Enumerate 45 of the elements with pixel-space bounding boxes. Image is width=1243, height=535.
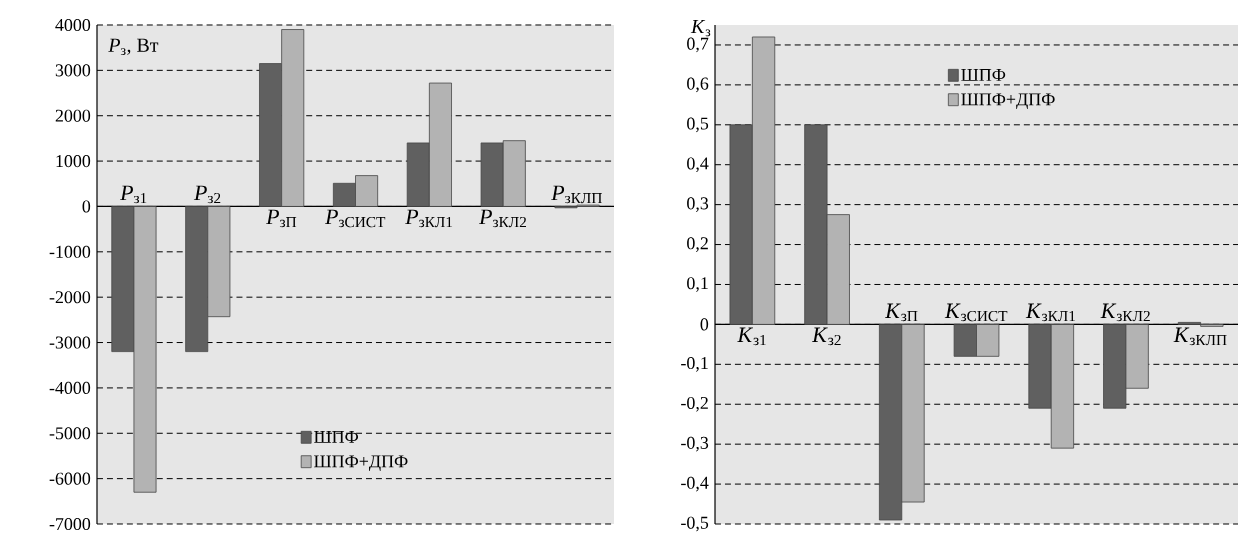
y-tick-label: 1000 xyxy=(56,155,91,168)
x-tick-label: P$_{з1}$ xyxy=(119,185,147,204)
x-tick-label: P$_{зКЛ1}$ xyxy=(405,209,453,228)
x-tick-label: K$_{зП}$ xyxy=(884,303,918,322)
x-tick-label: P$_{зКЛ2}$ xyxy=(478,209,526,228)
y-tick-label: 4000 xyxy=(55,18,91,32)
y-tick-label: 0,2 xyxy=(687,237,708,252)
y-tick-label: 0,3 xyxy=(687,197,709,212)
y-tick-label: -5000 xyxy=(49,427,91,440)
y-tick-label: -4000 xyxy=(49,381,91,394)
x-tick-label: K$_{зКЛ1}$ xyxy=(1025,303,1076,322)
y-tick-label: -1000 xyxy=(49,245,91,258)
y-tick-label: -0,4 xyxy=(681,476,709,492)
x-tick-label: P$_{зСИСТ}$ xyxy=(324,209,386,228)
y-tick-label: 2000 xyxy=(55,109,91,122)
x-tick-label: P$_{зП}$ xyxy=(266,209,297,228)
y-tick-label: 0,4 xyxy=(687,157,709,173)
x-tick-label: K$_{зСИСТ}$ xyxy=(944,303,1008,322)
y-axis-title: K$_{з}$ xyxy=(690,19,711,37)
y-tick-label: 0,7 xyxy=(687,37,709,53)
y-tick-label: -3000 xyxy=(49,336,91,349)
x-tick-label: K$_{зКЛ2}$ xyxy=(1100,303,1150,322)
y-axis-title: P$_{з}$, Вт xyxy=(108,38,159,55)
y-tick-label: 0,6 xyxy=(687,77,709,93)
legend-label: ШПФ xyxy=(314,431,359,443)
x-tick-label: P$_{з2}$ xyxy=(193,185,221,204)
x-tick-label: K$_{з1}$ xyxy=(737,327,766,346)
y-tick-label: -0,5 xyxy=(681,516,709,532)
x-tick-label: K$_{зКЛП}$ xyxy=(1173,327,1227,346)
y-tick-label: 3000 xyxy=(55,64,91,77)
legend-label: ШПФ+ДПФ xyxy=(314,455,408,472)
y-tick-label: 0 xyxy=(700,318,709,331)
y-tick-label: -0,1 xyxy=(681,356,708,372)
y-tick-label: -2000 xyxy=(49,291,91,304)
y-tick-label: -0,2 xyxy=(681,396,708,412)
y-tick-label: 0,5 xyxy=(687,117,709,133)
y-tick-label: -0,3 xyxy=(681,436,709,452)
y-tick-label: 0,1 xyxy=(687,277,708,292)
y-tick-label: -6000 xyxy=(49,472,91,485)
y-tick-label: -7000 xyxy=(49,517,91,531)
y-tick-label: 0 xyxy=(82,200,91,213)
x-tick-label: K$_{з2}$ xyxy=(811,327,841,346)
x-tick-label: P$_{зКЛП}$ xyxy=(551,185,602,204)
legend-label: ШПФ+ДПФ xyxy=(961,93,1055,110)
legend-label: ШПФ xyxy=(961,69,1006,81)
